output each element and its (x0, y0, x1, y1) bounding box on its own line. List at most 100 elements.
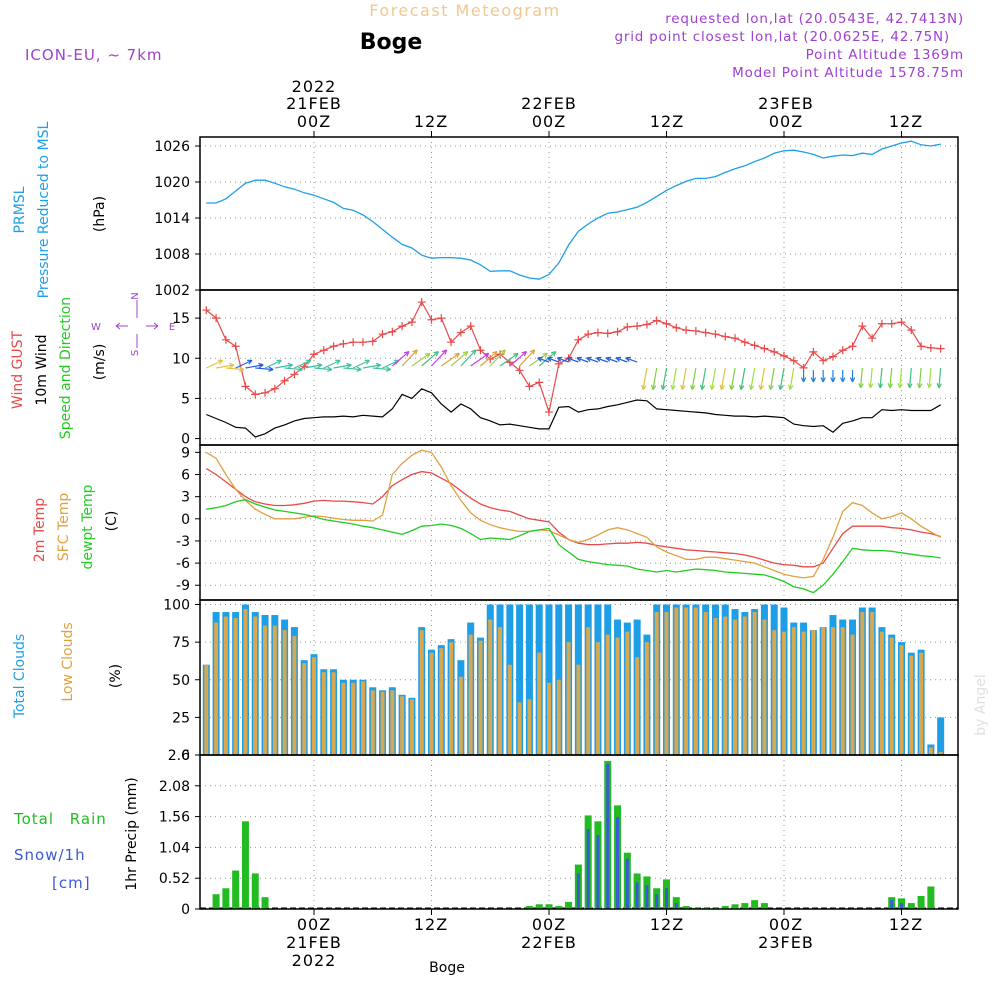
wind-direction-arrowhead (788, 384, 794, 391)
wind-direction-arrow (889, 367, 893, 388)
wind-direction-arrow (264, 359, 282, 369)
gust-point (584, 330, 593, 339)
wind-direction-arrow (879, 367, 883, 388)
wind-direction-arrow (642, 367, 648, 390)
wind-direction-arrow (391, 351, 410, 367)
rain-bar (251, 873, 259, 909)
wind-direction-arrow (681, 367, 687, 390)
low-cloud-bar (390, 690, 395, 755)
precip-label-snow: Snow/1h (14, 846, 86, 864)
wind-direction-arrowhead (228, 362, 235, 369)
low-cloud-bar (331, 672, 336, 755)
wind-direction-arrow (294, 359, 311, 369)
gust-point (691, 326, 700, 335)
low-cloud-bar (830, 627, 835, 755)
wind-direction-arrowhead (810, 377, 817, 383)
rain-bar (525, 906, 533, 909)
wind-direction-arrowhead (287, 362, 293, 369)
gust-point (212, 314, 221, 323)
snow-bar (586, 829, 590, 909)
wind-direction-arrow (899, 367, 903, 388)
plot-panels: 10021008101410201026051015-9-6-303690255… (154, 130, 1000, 918)
compass-w: W (91, 322, 101, 333)
gust-point (202, 306, 211, 315)
y-tick-label: 9 (181, 445, 190, 461)
y-tick-label: 0 (181, 512, 190, 528)
low-cloud-bar (801, 631, 806, 755)
location-title: Boge (360, 30, 423, 55)
wind-direction-arrowhead (424, 352, 431, 359)
wind-direction-arrowhead (800, 377, 807, 383)
low-cloud-bar (889, 637, 894, 755)
wind-direction-arrow (537, 357, 550, 363)
wind-direction-arrowhead (820, 377, 826, 383)
bottom-date-label-1: 21FEB (286, 933, 342, 952)
wind-direction-arrowhead (346, 362, 352, 369)
top-hour-label-4: 12Z (650, 112, 684, 131)
top-year-label: 2022 (292, 77, 337, 96)
wind-direction-arrowhead (305, 359, 312, 365)
wind-direction-arrow (225, 367, 244, 371)
gust-point (907, 326, 916, 335)
wind-direction-arrow (586, 357, 599, 363)
gust-point (221, 335, 230, 344)
precip-label-cm: [cm] (52, 874, 91, 892)
rain-bar (927, 886, 935, 909)
gust-point (750, 341, 759, 350)
gust-point (368, 337, 377, 346)
gust-point (652, 316, 661, 325)
wind-direction-arrow (547, 357, 559, 363)
gust-point (251, 390, 260, 399)
gust-point (554, 359, 563, 368)
gust-point (819, 356, 828, 365)
gust-point (476, 346, 485, 355)
low-cloud-bar (243, 609, 248, 755)
gust-point (407, 318, 416, 327)
wind-direction-arrow (206, 359, 223, 369)
gust-point (603, 329, 612, 338)
wind-direction-arrowhead (529, 349, 536, 355)
snow-bar (576, 873, 580, 909)
wind-speed-line (206, 388, 942, 438)
gust-point (780, 351, 788, 360)
wind-label-speed-dir: Speed and Direction (58, 297, 74, 439)
wind-direction-arrowhead (542, 352, 548, 359)
gust-point (770, 347, 779, 356)
low-cloud-bar (380, 691, 385, 755)
low-cloud-bar (253, 616, 258, 755)
wind-direction-arrow (938, 367, 942, 388)
low-cloud-bar (938, 751, 943, 755)
wind-label-unit: (m/s) (92, 344, 108, 381)
y-tick-label: 50 (172, 673, 190, 689)
gust-point (466, 322, 475, 331)
wind-direction-arrow (662, 367, 668, 390)
gust-point (877, 319, 886, 328)
wind-direction-arrowhead (375, 362, 382, 369)
top-hour-label-6: 12Z (889, 112, 923, 131)
low-cloud-bar (272, 625, 277, 755)
panel-frame (199, 754, 959, 910)
wind-direction-arrowhead (868, 383, 874, 389)
gust-point (378, 330, 387, 339)
wind-direction-arrow (711, 367, 717, 390)
rain-bar (741, 903, 749, 909)
snow-bar (596, 834, 600, 909)
wind-direction-arrowhead (650, 384, 657, 391)
wind-direction-arrowhead (246, 359, 253, 365)
compass-n: N (130, 292, 141, 299)
rain-bar (731, 904, 739, 909)
gust-point (623, 322, 632, 331)
low-cloud-bar (409, 699, 414, 755)
y-tick-label: 15 (172, 311, 190, 327)
wind-direction-arrowhead (550, 350, 557, 357)
wind-direction-arrow (274, 364, 293, 369)
y-tick-label: 1014 (154, 211, 190, 227)
rain-bar (751, 900, 759, 909)
wind-direction-arrowhead (547, 356, 553, 362)
gust-point (447, 338, 456, 347)
precip-label-unit: 1hr Precip (mm) (124, 777, 140, 890)
y-tick-label: 75 (172, 635, 190, 651)
low-cloud-bar (321, 672, 326, 755)
low-cloud-bar (811, 630, 816, 755)
wind-direction-arrow (760, 367, 766, 390)
